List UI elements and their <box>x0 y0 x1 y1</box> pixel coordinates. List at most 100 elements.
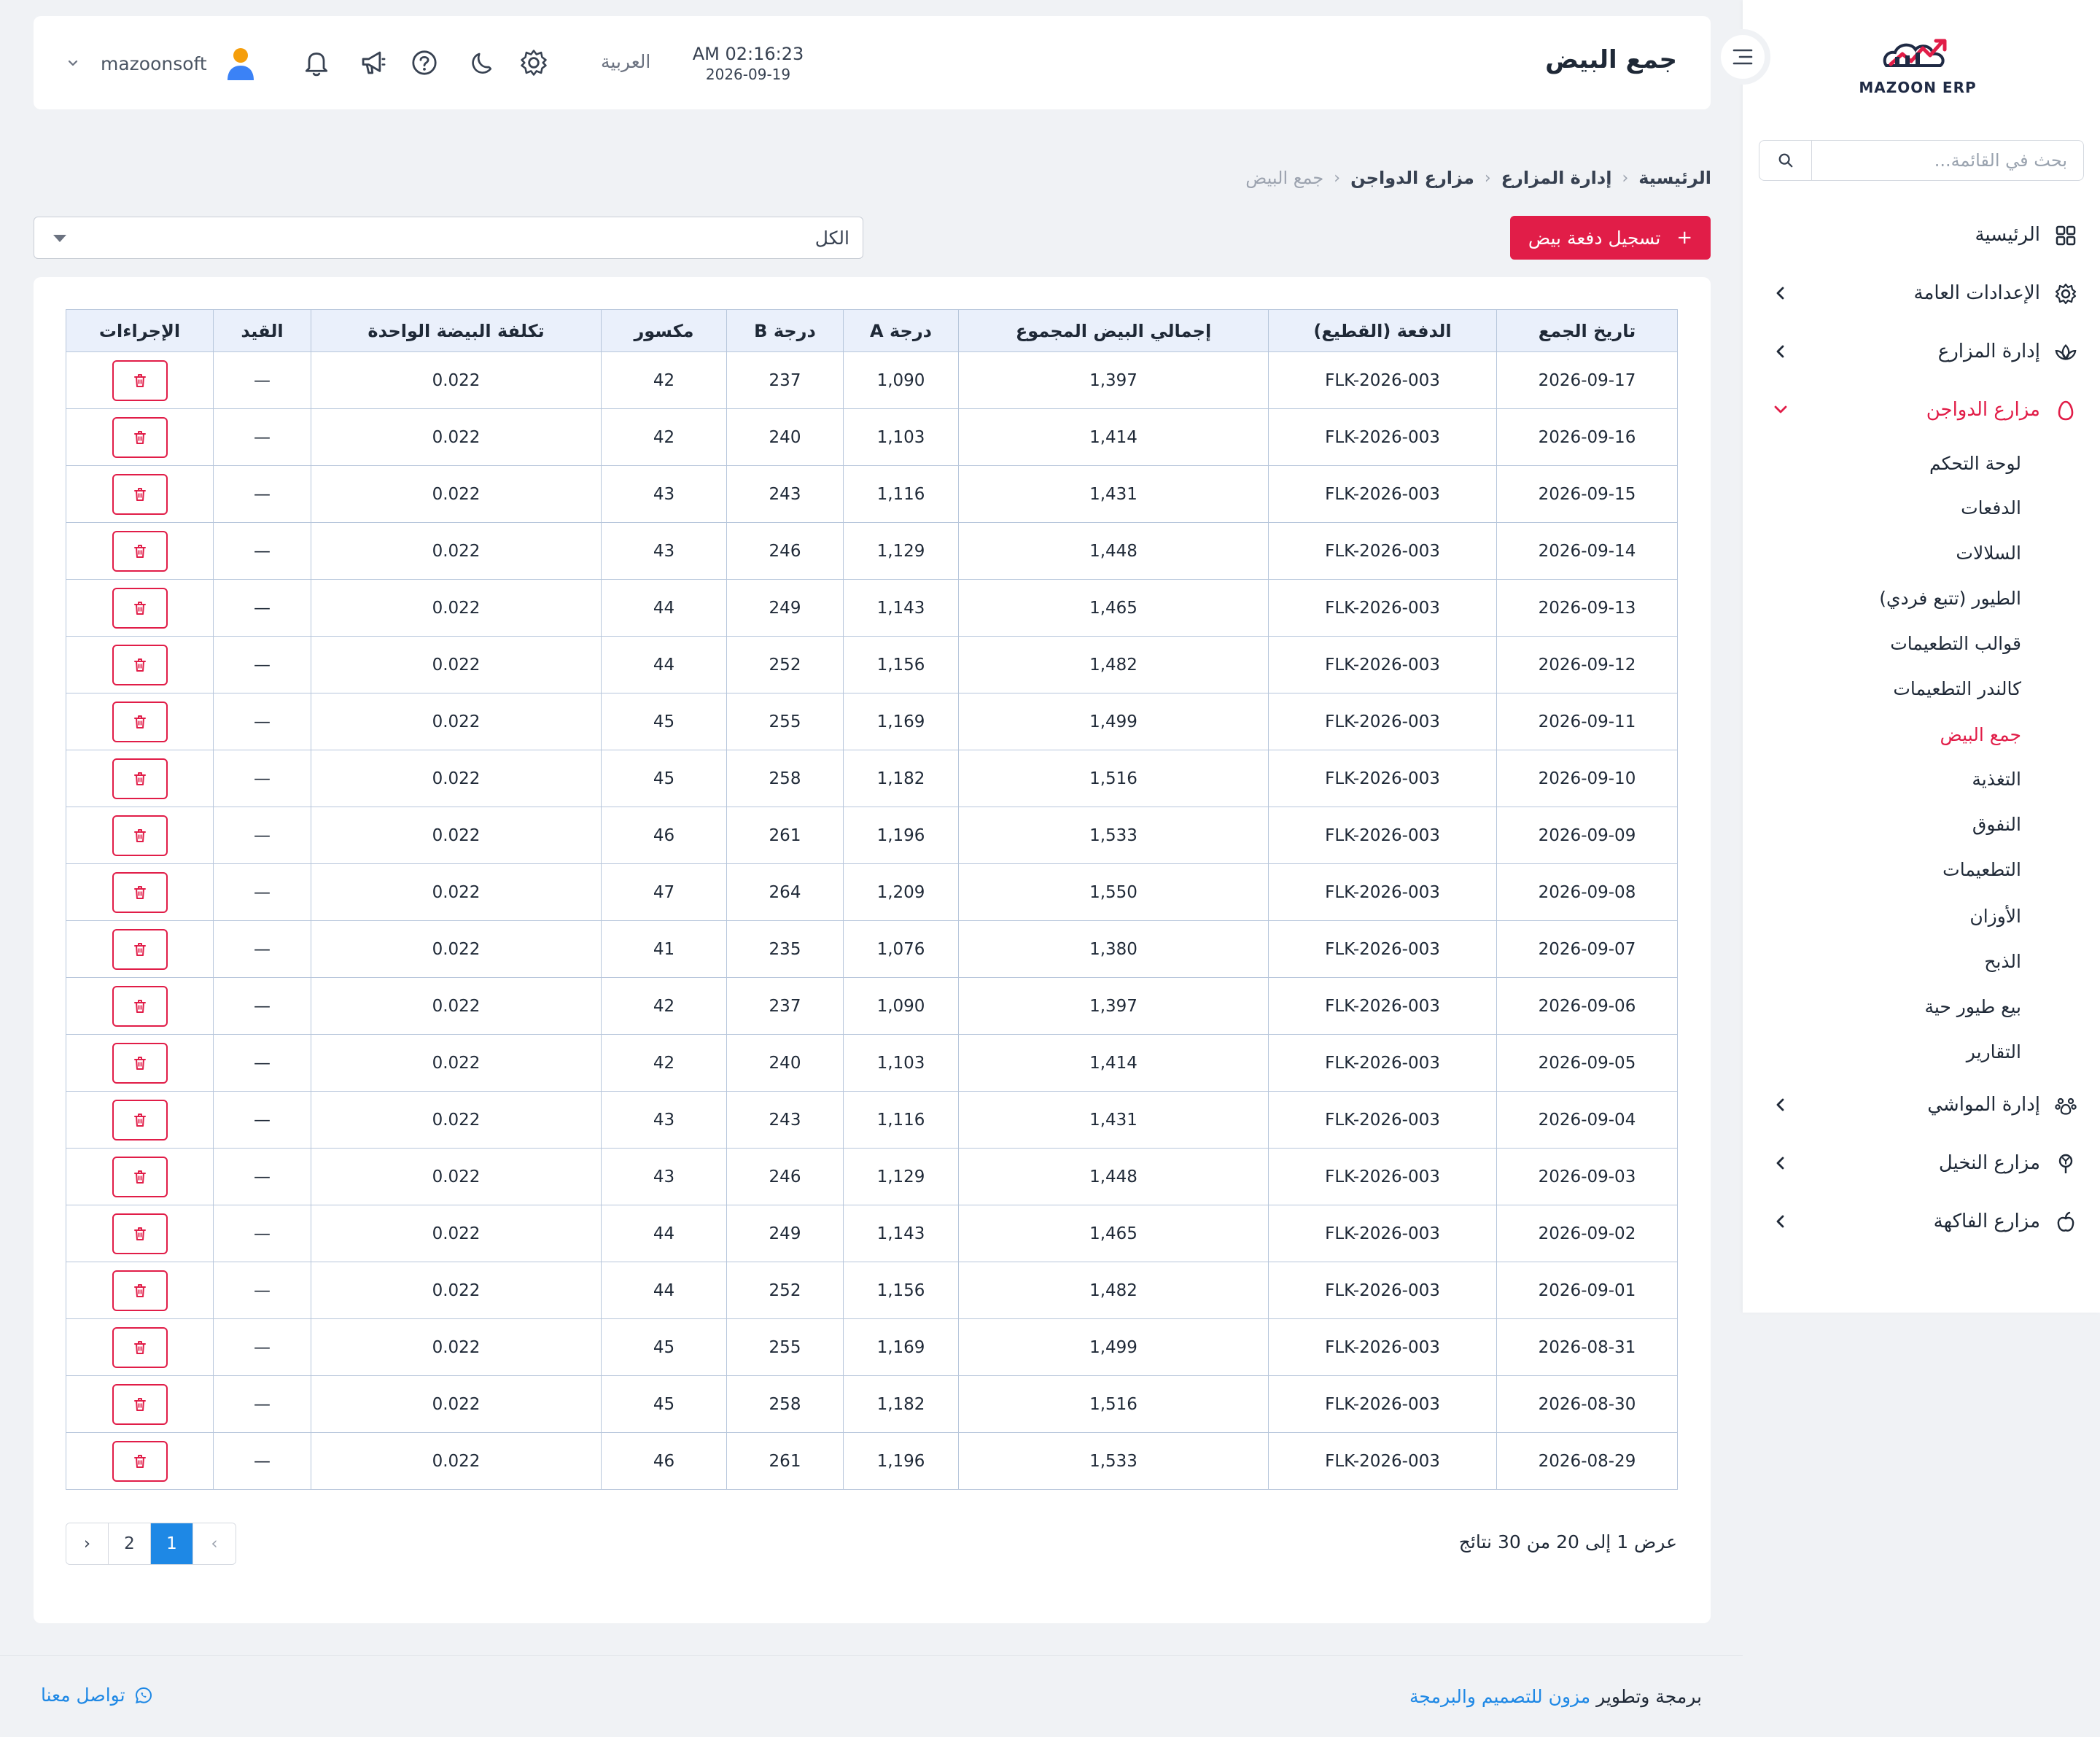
add-egg-batch-button[interactable]: + تسجيل دفعة بيض <box>1510 216 1711 260</box>
col-header-batch[interactable]: الدفعة (القطيع) <box>1268 309 1497 352</box>
col-header-grade-a[interactable]: درجة A <box>843 309 959 352</box>
delete-button[interactable] <box>112 815 168 856</box>
sidebar-toggle-button[interactable] <box>1715 29 1770 85</box>
col-header-total-eggs[interactable]: إجمالي البيض المجموع <box>958 309 1269 352</box>
delete-button[interactable] <box>112 1270 168 1311</box>
cell-grade-a: 1,116 <box>843 1091 959 1149</box>
sidebar-sub-birds[interactable]: الطيور (تتبع فردي) <box>1743 580 2100 615</box>
delete-button[interactable] <box>112 1156 168 1197</box>
sidebar-item-home[interactable]: الرئيسية <box>1743 213 2100 257</box>
delete-button[interactable] <box>112 360 168 401</box>
cell-grade-b: 252 <box>726 1262 844 1319</box>
sidebar-sub-egg-collection[interactable]: جمع البيض <box>1743 717 2100 752</box>
sidebar-sub-weights[interactable]: الأوزان <box>1743 898 2100 933</box>
pagination-prev[interactable]: ‹ <box>193 1523 236 1564</box>
cell-batch: FLK-2026-003 <box>1268 977 1497 1035</box>
user-menu[interactable]: mazoonsoft <box>67 45 258 82</box>
delete-button[interactable] <box>112 644 168 685</box>
col-header-broken[interactable]: مكسور <box>601 309 727 352</box>
col-header-cost-per-egg[interactable]: تكلفة البيضة الواحدة <box>311 309 602 352</box>
sidebar-sub-mortality[interactable]: النفوق <box>1743 807 2100 842</box>
notifications-button[interactable] <box>300 47 332 79</box>
breadcrumb-home[interactable]: الرئيسية <box>1638 168 1711 188</box>
sidebar-sub-dashboard[interactable]: لوحة التحكم <box>1743 446 2100 481</box>
delete-button[interactable] <box>112 758 168 799</box>
pagination-page-1[interactable]: 1 <box>151 1523 193 1564</box>
cell-grade-a: 1,182 <box>843 750 959 807</box>
trash-icon <box>133 601 146 615</box>
sidebar-sub-reports[interactable]: التقارير <box>1743 1034 2100 1069</box>
delete-button[interactable] <box>112 416 168 458</box>
cell-journal-entry: — <box>213 750 311 807</box>
cell-date: 2026-09-11 <box>1496 693 1678 750</box>
breadcrumb-farm-management[interactable]: إدارة المزارع <box>1501 168 1612 188</box>
palm-icon <box>2055 1153 2077 1175</box>
sidebar-item-farm-management[interactable]: إدارة المزارع <box>1743 330 2100 373</box>
pagination-page-2[interactable]: 2 <box>109 1523 151 1564</box>
cell-actions <box>66 1205 214 1262</box>
dark-mode-toggle[interactable] <box>467 47 499 79</box>
delete-button[interactable] <box>112 1326 168 1368</box>
contact-us-link[interactable]: تواصل معنا <box>41 1684 153 1706</box>
language-switch[interactable]: العربية <box>601 51 651 72</box>
gear-icon <box>2055 283 2077 305</box>
sidebar-search-input[interactable] <box>1812 141 2083 180</box>
delete-button[interactable] <box>112 985 168 1027</box>
search-button[interactable] <box>1759 141 1812 180</box>
col-header-date[interactable]: تاريخ الجمع <box>1496 309 1678 352</box>
sidebar-sub-slaughter[interactable]: الذبح <box>1743 944 2100 979</box>
cell-total-eggs: 1,414 <box>958 408 1269 466</box>
sidebar-sub-breeds[interactable]: السلالات <box>1743 535 2100 570</box>
cell-actions <box>66 522 214 580</box>
breadcrumb-poultry-farms[interactable]: مزارع الدواجن <box>1350 168 1474 188</box>
cell-grade-a: 1,143 <box>843 1205 959 1262</box>
chevron-down-icon <box>1772 401 1789 419</box>
delete-button[interactable] <box>112 1383 168 1425</box>
cell-journal-entry: — <box>213 1205 311 1262</box>
delete-button[interactable] <box>112 701 168 742</box>
sidebar-sub-vaccine-calendar[interactable]: كالندر التطعيمات <box>1743 671 2100 706</box>
cell-actions <box>66 1148 214 1205</box>
sidebar-item-fruit-farms[interactable]: مزارع الفاكهة <box>1743 1200 2100 1243</box>
cell-grade-b: 240 <box>726 408 844 466</box>
announcements-button[interactable] <box>357 47 389 79</box>
sidebar-sub-feeding[interactable]: التغذية <box>1743 761 2100 796</box>
delete-button[interactable] <box>112 587 168 629</box>
delete-button[interactable] <box>112 1213 168 1254</box>
clock-time: AM 02:16:23 <box>692 44 804 64</box>
sidebar-sub-batches[interactable]: الدفعات <box>1743 490 2100 525</box>
footer-credit-link[interactable]: مزون للتصميم والبرمجة <box>1409 1686 1591 1707</box>
cell-grade-b: 255 <box>726 693 844 750</box>
delete-button[interactable] <box>112 1099 168 1140</box>
sidebar-item-palm-farms[interactable]: مزارع النخيل <box>1743 1141 2100 1185</box>
sidebar-item-general-settings[interactable]: الإعدادات العامة <box>1743 271 2100 315</box>
logo[interactable]: MAZOON ERP <box>1852 29 1983 102</box>
cell-broken: 45 <box>601 750 727 807</box>
table-row: 2026-09-09 FLK-2026-003 1,533 1,196 261 46 0.0… <box>66 807 1678 864</box>
delete-button[interactable] <box>112 473 168 515</box>
pagination-next[interactable]: › <box>66 1523 109 1564</box>
settings-button[interactable] <box>518 47 550 79</box>
caret-down-icon <box>53 235 66 242</box>
help-button[interactable] <box>408 47 440 79</box>
delete-button[interactable] <box>112 1042 168 1084</box>
sidebar-item-livestock[interactable]: إدارة المواشي <box>1743 1083 2100 1127</box>
sidebar-sub-vaccinations[interactable]: التطعيمات <box>1743 852 2100 887</box>
sidebar-sub-live-bird-sales[interactable]: بيع طيور حية <box>1743 989 2100 1024</box>
avatar <box>227 48 254 80</box>
col-header-grade-b[interactable]: درجة B <box>726 309 844 352</box>
table-row: 2026-09-10 FLK-2026-003 1,516 1,182 258 45 0.0… <box>66 750 1678 807</box>
batch-filter-select[interactable]: الكل <box>34 217 863 259</box>
delete-button[interactable] <box>112 928 168 970</box>
sidebar-item-poultry-farms[interactable]: مزارع الدواجن <box>1743 388 2100 432</box>
sidebar-sub-vaccine-templates[interactable]: قوالب التطعيمات <box>1743 626 2100 661</box>
delete-button[interactable] <box>112 1440 168 1482</box>
delete-button[interactable] <box>112 871 168 913</box>
egg-collection-card: تاريخ الجمع الدفعة (القطيع) إجمالي البيض… <box>34 277 1711 1623</box>
delete-button[interactable] <box>112 530 168 572</box>
sidebar-sub-label: بيع طيور حية <box>1924 995 2021 1017</box>
cell-broken: 47 <box>601 863 727 921</box>
cell-journal-entry: — <box>213 1375 311 1433</box>
sidebar-sub-label: جمع البيض <box>1940 723 2021 745</box>
cell-total-eggs: 1,533 <box>958 807 1269 864</box>
